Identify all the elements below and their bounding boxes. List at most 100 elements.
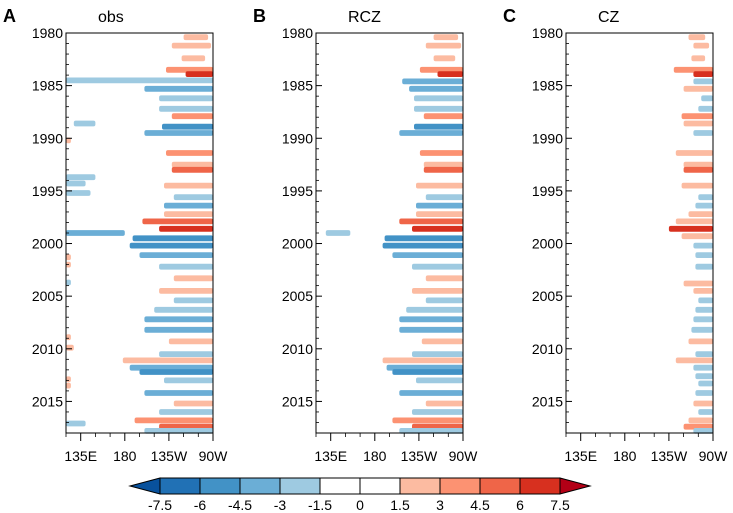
colorbar-label: 1.5 (390, 497, 410, 513)
contour-band (423, 113, 463, 120)
colorbar-label: -6 (194, 497, 207, 513)
y-tick-label: 1980 (532, 25, 563, 41)
contour-band (675, 150, 713, 156)
contour-band (171, 113, 213, 120)
contour-band (683, 120, 713, 127)
contour-band (164, 211, 213, 217)
contour-band (412, 263, 463, 270)
contour-band (66, 254, 71, 261)
contour-band (688, 34, 706, 41)
y-tick-label: 2010 (282, 341, 313, 357)
contour-band (134, 417, 213, 424)
contour-band (164, 202, 213, 209)
contour-band (139, 252, 213, 258)
contour-band (399, 218, 463, 225)
contour-band (693, 242, 713, 249)
contour-band (695, 202, 713, 209)
colorbar-swatch (199, 477, 241, 495)
contour-band (66, 279, 71, 286)
contour-band (693, 130, 713, 136)
y-tick-label: 2010 (32, 341, 63, 357)
contour-band (691, 326, 713, 333)
y-tick-label: 1990 (532, 130, 563, 146)
colorbar-label: -3 (274, 497, 287, 513)
contour-band (698, 194, 713, 201)
contour-band (437, 71, 463, 77)
contour-band (66, 180, 86, 187)
contour-band (139, 369, 213, 375)
contour-band (382, 357, 463, 364)
contour-band (399, 390, 463, 396)
colorbar-label: 7.5 (550, 497, 570, 513)
contour-band (66, 137, 71, 144)
contour-band (154, 306, 213, 313)
contour-band (144, 85, 213, 92)
contour-band (171, 42, 211, 49)
contour-band (171, 166, 213, 173)
contour-band (406, 306, 463, 313)
colorbar-swatch (399, 477, 441, 495)
contour-band (159, 95, 213, 102)
colorbar-label: 3 (436, 497, 444, 513)
contour-band (695, 263, 713, 270)
contour-band (66, 230, 125, 236)
contour-band (683, 85, 713, 92)
panel-letter: B (253, 6, 266, 26)
y-tick-label: 1990 (282, 130, 313, 146)
contour-band (681, 233, 713, 240)
colorbar-label: -1.5 (308, 497, 332, 513)
contour-band (392, 417, 463, 424)
y-tick-label: 1980 (282, 25, 313, 41)
contour-band (695, 306, 713, 313)
x-tick-label: 180 (613, 448, 637, 464)
contour-band (159, 225, 213, 232)
contour-band (683, 166, 713, 173)
contour-band (144, 316, 213, 323)
contour-band (416, 202, 463, 209)
colorbar-swatch (239, 477, 281, 495)
contour-band (66, 382, 71, 389)
contour-band (144, 428, 213, 434)
contour-band (698, 105, 713, 112)
colorbar-swatch (319, 477, 361, 495)
contour-band (73, 120, 96, 127)
contour-band (421, 338, 463, 345)
x-tick-label: 135W (651, 448, 688, 464)
contour-band (675, 357, 713, 364)
panel-title: RCZ (348, 9, 381, 26)
contour-band (425, 42, 462, 49)
y-tick-label: 2005 (32, 288, 63, 304)
contour-band (675, 218, 713, 225)
contour-band (66, 174, 96, 181)
contour-band (419, 150, 463, 156)
contour-band (698, 409, 713, 415)
x-tick-label: 90W (199, 448, 229, 464)
contour-band (409, 85, 463, 92)
colorbar-swatch (359, 477, 401, 495)
colorbar-label: 6 (516, 497, 524, 513)
contour-band (416, 377, 463, 384)
contour-band (159, 409, 213, 415)
contour-band (159, 263, 213, 270)
colorbar-label: -4.5 (228, 497, 252, 513)
contour-band (166, 150, 213, 156)
y-tick-label: 2000 (282, 236, 313, 252)
y-tick-label: 2005 (532, 288, 563, 304)
colorbar-swatch (439, 477, 481, 495)
colorbar-swatch (479, 477, 521, 495)
panel-letter: C (503, 6, 516, 26)
y-tick-label: 1995 (282, 183, 313, 199)
y-tick-label: 2005 (282, 288, 313, 304)
contour-band (66, 77, 213, 84)
contour-band (414, 105, 463, 112)
contour-band (382, 242, 463, 249)
colorbar-swatch (279, 477, 321, 495)
contour-band (384, 235, 463, 242)
contour-band (392, 252, 463, 258)
y-tick-label: 2000 (532, 236, 563, 252)
contour-band (392, 369, 463, 375)
contour-band (183, 34, 209, 41)
contour-band (66, 334, 71, 341)
contour-band (688, 417, 713, 424)
